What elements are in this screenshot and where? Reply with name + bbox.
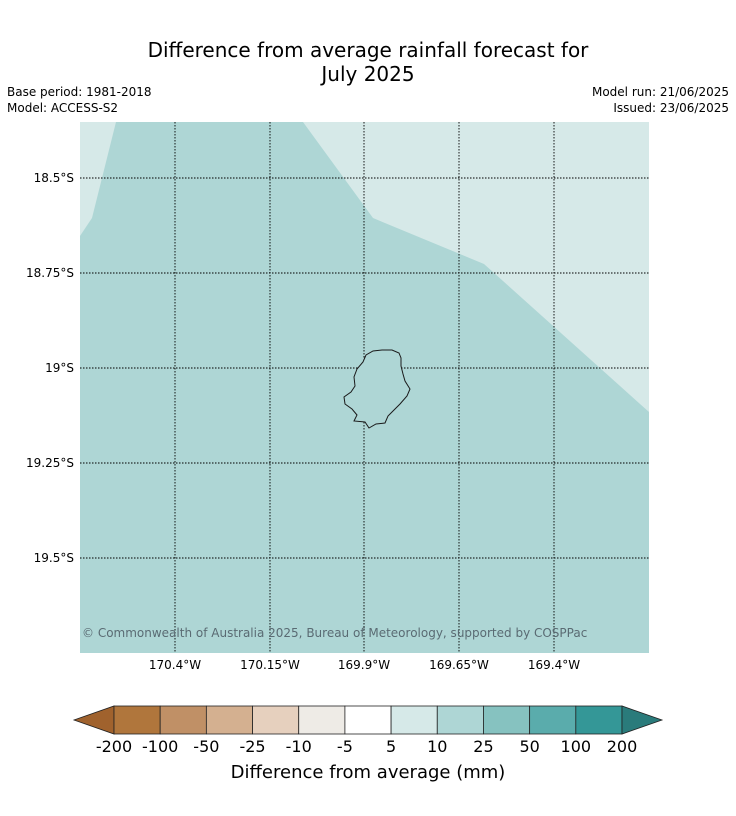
lon-label: 170.15°W — [240, 658, 300, 672]
colorbar-segment — [390, 705, 438, 735]
lat-label: 18.5°S — [33, 171, 74, 185]
lat-label: 19°S — [45, 361, 74, 375]
island-coastline — [343, 349, 411, 429]
colorbar-tick-label: 25 — [473, 737, 494, 756]
base-period: Base period: 1981-2018 — [7, 85, 152, 99]
forecast-region-5-10 — [80, 122, 116, 236]
colorbar-tick-label: -10 — [285, 737, 312, 756]
colorbar-segment — [298, 705, 346, 735]
model-name: Model: ACCESS-S2 — [7, 101, 119, 115]
title-line-1: Difference from average rainfall forecas… — [147, 38, 589, 62]
lat-label: 19.25°S — [26, 456, 74, 470]
forecast-region-5-10-east — [303, 122, 649, 412]
lat-label: 18.75°S — [26, 266, 74, 280]
lon-label: 170.4°W — [148, 658, 202, 672]
lon-label: 169.65°W — [429, 658, 489, 672]
colorbar-extend-low — [72, 705, 115, 735]
map-title: Difference from average rainfall forecas… — [0, 38, 736, 86]
colorbar-tick-label: -100 — [142, 737, 179, 756]
colorbar-segment — [575, 705, 623, 735]
colorbar-segment — [529, 705, 577, 735]
lon-label: 169.9°W — [337, 658, 391, 672]
model-run: Model run: 21/06/2025 — [591, 85, 729, 99]
colorbar-tick-label: -50 — [193, 737, 220, 756]
colorbar-tick-label: 10 — [427, 737, 448, 756]
colorbar-tick-label: 100 — [560, 737, 592, 756]
colorbar-segment — [483, 705, 531, 735]
copyright-notice: © Commonwealth of Australia 2025, Bureau… — [82, 626, 588, 640]
colorbar-segment — [113, 705, 161, 735]
meta-right: Model run: 21/06/2025 Issued: 23/06/2025 — [592, 84, 729, 116]
colorbar-tick-label: -25 — [239, 737, 266, 756]
lat-label: 19.5°S — [33, 551, 74, 565]
colorbar-segment — [159, 705, 207, 735]
title-line-2: July 2025 — [321, 62, 415, 86]
colorbar-extend-high — [621, 705, 664, 735]
colorbar-segment — [205, 705, 253, 735]
colorbar-tick-label: -200 — [95, 737, 133, 756]
lon-label: 169.4°W — [527, 658, 581, 672]
meta-left: Base period: 1981-2018 Model: ACCESS-S2 — [7, 84, 152, 116]
colorbar-tick-label: -5 — [336, 737, 353, 756]
colorbar-tick-label: 5 — [385, 737, 397, 756]
colorbar-segment — [344, 705, 392, 735]
colorbar-label: Difference from average (mm) — [230, 762, 506, 783]
colorbar-segment — [436, 705, 484, 735]
issued-date: Issued: 23/06/2025 — [613, 101, 729, 115]
colorbar-tick-label: 200 — [606, 737, 638, 756]
colorbar — [72, 705, 664, 735]
colorbar-segment — [252, 705, 300, 735]
colorbar-tick-label: 50 — [519, 737, 540, 756]
